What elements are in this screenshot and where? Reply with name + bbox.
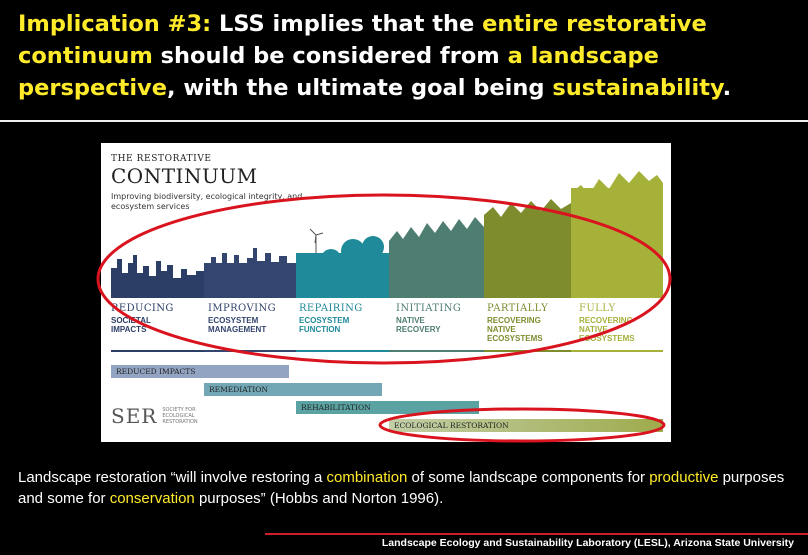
- title-text-4: .: [722, 75, 732, 101]
- title-highlight-1: entire restorative continuum: [18, 11, 707, 69]
- figure-heading: CONTINUUM: [111, 164, 258, 188]
- ser-logo-text: SOCIETY FOR ECOLOGICAL RESTORATION: [162, 407, 198, 425]
- stage-description: RECOVERING NATIVE ECOSYSTEMS: [487, 316, 543, 343]
- bar-remediation: REMEDIATION: [204, 383, 382, 396]
- quote-text-4: purposes” (Hobbs and Norton 1996).: [194, 490, 444, 507]
- quote-highlight-productive: productive: [649, 469, 719, 486]
- stage-description: ECOSYSTEM MANAGEMENT: [208, 316, 267, 334]
- title-text-1: LSS implies that the: [211, 11, 483, 37]
- stage-repairing: REPAIRING ECOSYSTEM FUNCTION: [299, 303, 394, 334]
- bar-rehabilitation: REHABILITATION: [296, 401, 479, 414]
- bar-reduced-impacts: REDUCED IMPACTS: [111, 365, 289, 378]
- restorative-continuum-figure: THE RESTORATIVE CONTINUUM Improving biod…: [101, 143, 671, 442]
- quote-highlight-combination: combination: [326, 469, 408, 486]
- repairing-tree: [341, 239, 365, 263]
- partially-forest: [484, 199, 571, 298]
- stage-heading: IMPROVING: [208, 303, 276, 314]
- figure-kicker: THE RESTORATIVE: [111, 154, 212, 164]
- repairing-tree: [362, 236, 384, 258]
- stage-partially: PARTIALLY RECOVERING NATIVE ECOSYSTEMS: [487, 303, 582, 343]
- quote-text: Landscape restoration “will involve rest…: [18, 467, 798, 509]
- quote-text-2: of some landscape components for: [407, 469, 650, 486]
- stage-heading: INITIATING: [396, 303, 462, 314]
- ser-logo-mark: SER: [111, 404, 158, 428]
- fully-forest: [571, 171, 663, 298]
- quote-text-1: Landscape restoration “will involve rest…: [18, 469, 327, 486]
- initiating-forest: [389, 217, 484, 298]
- stage-description: NATIVE RECOVERY: [396, 316, 441, 334]
- footer-divider: [265, 533, 808, 535]
- figure-subtitle: Improving biodiversity, ecological integ…: [111, 192, 303, 211]
- stage-heading: REPAIRING: [299, 303, 363, 314]
- stage-improving: IMPROVING ECOSYSTEM MANAGEMENT: [208, 303, 303, 334]
- title-prefix: Implication #3:: [18, 11, 212, 37]
- repairing-tree: [321, 249, 341, 269]
- stage-fully: FULLY RECOVERING NATIVE ECOSYSTEMS: [579, 303, 674, 343]
- band-repairing: [296, 253, 389, 298]
- ser-logo: SER SOCIETY FOR ECOLOGICAL RESTORATION: [111, 404, 198, 428]
- slide-title: Implication #3: LSS implies that the ent…: [18, 8, 798, 104]
- stage-heading: REDUCING: [111, 303, 174, 314]
- stage-reducing: REDUCING SOCIETAL IMPACTS: [111, 303, 206, 334]
- stage-heading: PARTIALLY: [487, 303, 549, 314]
- title-highlight-3: sustainability: [552, 75, 723, 101]
- stage-description: RECOVERING NATIVE ECOSYSTEMS: [579, 316, 635, 343]
- quote-text-3: purposes and some for: [18, 469, 785, 507]
- title-divider: [0, 120, 808, 122]
- title-text-3: , with the ultimate goal being: [166, 75, 553, 101]
- title-highlight-2: a landscape perspective: [18, 43, 659, 101]
- stage-description: SOCIETAL IMPACTS: [111, 316, 151, 334]
- quote-highlight-conservation: conservation: [109, 490, 195, 507]
- bar-ecological-restoration: ECOLOGICAL RESTORATION: [389, 419, 663, 432]
- stage-description: ECOSYSTEM FUNCTION: [299, 316, 350, 334]
- stage-initiating: INITIATING NATIVE RECOVERY: [396, 303, 491, 334]
- title-text-2: should be considered from: [152, 43, 508, 69]
- footer-credit: Landscape Ecology and Sustainability Lab…: [381, 537, 794, 549]
- improving-skyline: [204, 248, 296, 298]
- stage-heading: FULLY: [579, 303, 616, 314]
